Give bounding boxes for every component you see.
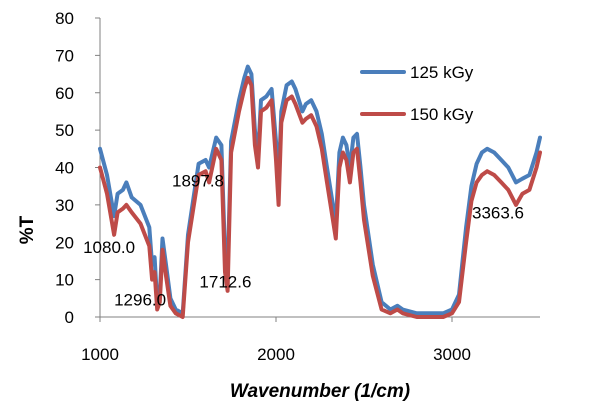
series-lines (98, 64, 542, 319)
y-tick-label: 70 (55, 46, 74, 65)
legend-label: 150 kGy (410, 105, 474, 124)
peak-label: 1712.6 (199, 272, 251, 291)
x-tick-label: 3000 (433, 345, 471, 364)
peak-label: 3363.6 (472, 203, 524, 222)
peak-label: 1080.0 (83, 238, 135, 257)
peak-label: 1296.0 (114, 291, 166, 310)
x-tick-label: 2000 (257, 345, 295, 364)
y-tick-label: 30 (55, 196, 74, 215)
peak-label: 1897.8 (172, 171, 224, 190)
y-tick-label: 40 (55, 159, 74, 178)
y-tick-label: 50 (55, 121, 74, 140)
y-tick-label: 80 (55, 9, 74, 28)
y-tick-label: 20 (55, 233, 74, 252)
x-tick-label: 1000 (81, 345, 119, 364)
y-tick-label: 60 (55, 84, 74, 103)
y-tick-label: 10 (55, 271, 74, 290)
series-line-150-kgy (98, 75, 542, 319)
x-axis-label: Wavenumber (1/cm) (230, 381, 410, 402)
y-tick-label: 0 (65, 308, 74, 327)
x-tick-labels: 1000 2000 3000 (81, 317, 471, 364)
series-line-125-kgy (98, 64, 542, 316)
peak-annotations: 1080.0 1296.0 1712.6 1897.8 3363.6 (83, 171, 524, 309)
legend-label: 125 kGy (410, 63, 474, 82)
y-tick-labels: 0 10 20 30 40 50 60 70 80 (55, 9, 100, 327)
y-axis-label: %T (17, 215, 38, 244)
legend: 125 kGy 150 kGy (360, 63, 474, 124)
